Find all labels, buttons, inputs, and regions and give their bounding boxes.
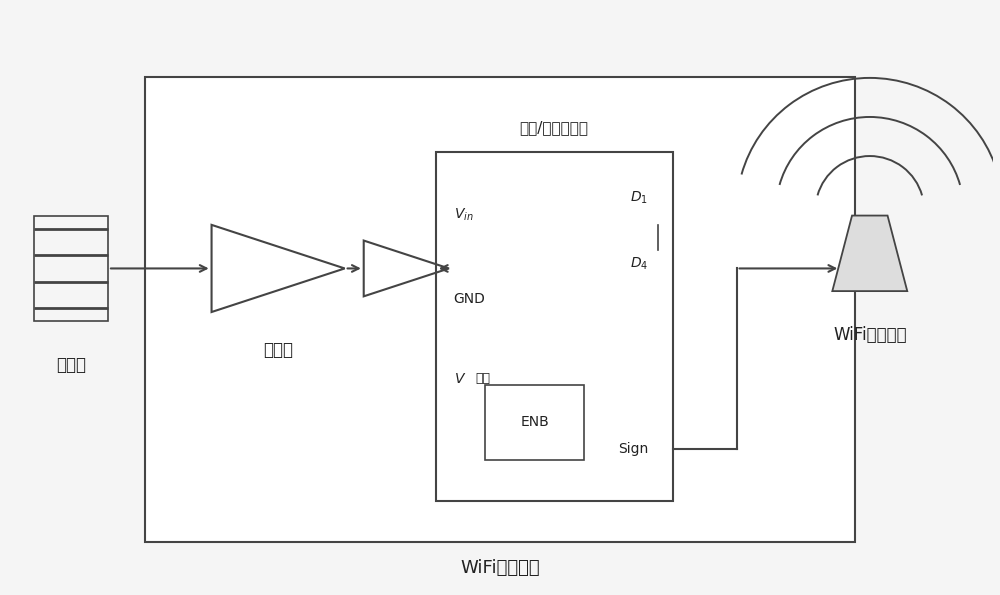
Text: Sign: Sign	[618, 441, 648, 456]
Bar	[145, 77, 855, 541]
Text: 放大器: 放大器	[263, 341, 293, 359]
Text: WiFi发射节点: WiFi发射节点	[833, 326, 907, 344]
Text: $\mathit{D}_4$: $\mathit{D}_4$	[630, 256, 648, 272]
Text: 模拟/数字转换器: 模拟/数字转换器	[520, 120, 589, 135]
Text: 应变片: 应变片	[56, 356, 86, 374]
Text: ENB: ENB	[520, 415, 549, 430]
Text: GND: GND	[454, 292, 486, 306]
Text: WiFi发射节点: WiFi发射节点	[460, 559, 540, 577]
Text: $\mathit{D}_1$: $\mathit{D}_1$	[630, 189, 648, 206]
Polygon shape	[832, 215, 907, 291]
Bar	[485, 384, 584, 460]
Text: 引用: 引用	[475, 372, 490, 386]
Text: $\mathit{V}_{in}$: $\mathit{V}_{in}$	[454, 207, 473, 223]
Bar	[34, 216, 108, 321]
Bar	[436, 152, 673, 501]
Text: $\mathit{V}$: $\mathit{V}$	[454, 372, 466, 386]
